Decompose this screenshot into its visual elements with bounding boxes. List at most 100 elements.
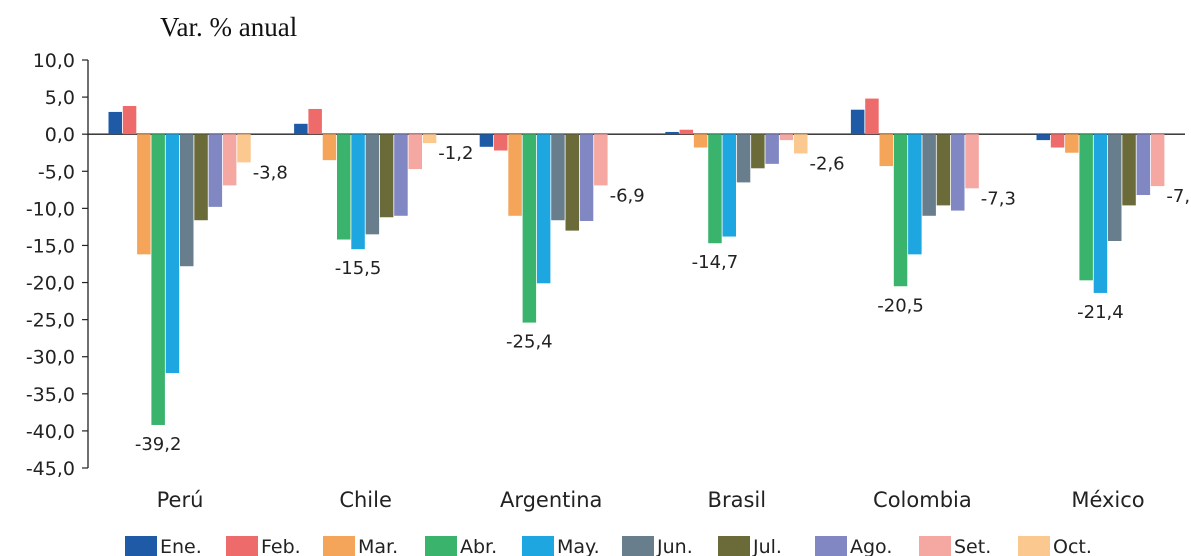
bar-argentina-abr: [522, 134, 537, 323]
bar-colombia-jul: [936, 134, 951, 206]
legend-label-jun: Jun.: [656, 536, 693, 556]
bar-peru-ene: [108, 111, 122, 135]
bar-brasil-jul: [751, 134, 765, 169]
category-label-mexico: México: [1071, 488, 1144, 512]
bar-brasil-may: [722, 134, 736, 237]
bar-chile-oct: [422, 134, 437, 144]
bar-argentina-feb: [494, 134, 508, 151]
data-label-colombia-abr: -20,5: [877, 295, 924, 316]
bar-brasil-ene: [665, 131, 679, 135]
chart-title: Var. % anual: [160, 12, 298, 42]
legend-label-mar: Mar.: [358, 536, 398, 556]
data-label-brasil-oct: -2,6: [810, 153, 845, 174]
bar-brasil-jun: [736, 134, 751, 183]
bar-chile-jun: [365, 134, 380, 235]
bar-argentina-jul: [565, 134, 579, 231]
category-label-peru: Perú: [157, 488, 204, 512]
y-tick-label: -5,0: [38, 161, 75, 183]
legend-label-feb: Feb.: [261, 536, 301, 556]
y-tick-label: -15,0: [26, 235, 75, 257]
bar-chile-ago: [394, 134, 408, 216]
bar-brasil-abr: [708, 134, 722, 244]
data-label-mexico-set: -7,0: [1166, 186, 1191, 207]
bar-mexico-may: [1093, 134, 1108, 293]
legend-swatch-may: [522, 536, 554, 556]
bar-mexico-jun: [1108, 134, 1122, 241]
legend-swatch-jun: [622, 536, 654, 556]
bar-argentina-ene: [479, 134, 494, 147]
bar-chile-abr: [337, 134, 351, 240]
bar-peru-jun: [180, 134, 194, 267]
y-tick-label: -30,0: [26, 347, 75, 369]
bar-argentina-jun: [551, 134, 565, 221]
y-tick-label: -40,0: [26, 421, 75, 443]
bar-chile-mar: [322, 134, 337, 161]
bar-peru-jul: [194, 134, 208, 221]
bar-mexico-mar: [1065, 134, 1079, 153]
data-label-peru-oct: -3,8: [253, 162, 288, 183]
bar-brasil-ago: [765, 134, 779, 164]
bar-chile-may: [351, 134, 365, 250]
category-label-brasil: Brasil: [708, 488, 767, 512]
bar-mexico-set: [1150, 134, 1165, 187]
legend-swatch-feb: [226, 536, 258, 556]
legend-label-may: May.: [557, 536, 600, 556]
bar-argentina-may: [536, 134, 551, 284]
bar-brasil-set: [779, 134, 794, 141]
bar-argentina-set: [594, 134, 608, 186]
bar-peru-feb: [122, 105, 137, 135]
category-label-chile: Chile: [339, 488, 392, 512]
bar-brasil-oct: [794, 134, 808, 154]
bar-mexico-abr: [1079, 134, 1093, 281]
legend-swatch-ago: [815, 536, 847, 556]
bar-colombia-ago: [951, 134, 965, 211]
y-tick-label: -45,0: [26, 458, 75, 480]
bar-peru-ago: [208, 134, 223, 207]
legend-label-jul: Jul.: [752, 536, 782, 556]
y-tick-label: -20,0: [26, 273, 75, 295]
bar-colombia-abr: [893, 134, 908, 287]
bar-peru-oct: [237, 134, 251, 163]
data-label-colombia-set: -7,3: [981, 188, 1016, 209]
legend-label-oct: Oct.: [1053, 536, 1092, 556]
bar-brasil-mar: [693, 134, 708, 148]
y-tick-label: 0,0: [45, 124, 75, 146]
y-tick-label: -10,0: [26, 198, 75, 220]
data-label-peru-abr: -39,2: [135, 434, 182, 455]
bar-mexico-feb: [1050, 134, 1065, 148]
legend-label-ago: Ago.: [850, 536, 892, 556]
bar-colombia-ene: [850, 109, 865, 135]
bar-colombia-jun: [922, 134, 936, 216]
legend-label-abr: Abr.: [460, 536, 497, 556]
category-label-argentina: Argentina: [500, 488, 602, 512]
legend-swatch-mar: [323, 536, 355, 556]
bar-brasil-feb: [679, 129, 694, 135]
data-label-mexico-may: -21,4: [1077, 302, 1124, 323]
bar-peru-may: [165, 134, 180, 374]
y-tick-label: 5,0: [45, 87, 75, 109]
legend-label-set: Set.: [954, 536, 991, 556]
bar-peru-mar: [137, 134, 151, 255]
data-label-chile-oct: -1,2: [438, 143, 473, 164]
bar-peru-set: [222, 134, 237, 186]
bar-colombia-mar: [879, 134, 893, 167]
bar-chile-ene: [294, 123, 308, 135]
bar-chile-set: [408, 134, 422, 170]
legend-swatch-ene: [125, 536, 157, 556]
bar-colombia-may: [908, 134, 922, 255]
bar-colombia-set: [965, 134, 979, 189]
legend-swatch-abr: [425, 536, 457, 556]
bar-mexico-ago: [1136, 134, 1151, 196]
data-label-brasil-abr: -14,7: [692, 252, 739, 273]
bar-colombia-feb: [865, 98, 879, 135]
data-label-chile-may: -15,5: [335, 258, 382, 279]
bar-peru-abr: [151, 134, 165, 425]
legend-label-ene: Ene.: [160, 536, 202, 556]
y-tick-label: 10,0: [33, 50, 75, 72]
y-tick-label: -35,0: [26, 384, 75, 406]
bar-argentina-ago: [579, 134, 594, 221]
bar-argentina-mar: [508, 134, 522, 216]
category-label-colombia: Colombia: [873, 488, 972, 512]
y-tick-label: -25,0: [26, 310, 75, 332]
